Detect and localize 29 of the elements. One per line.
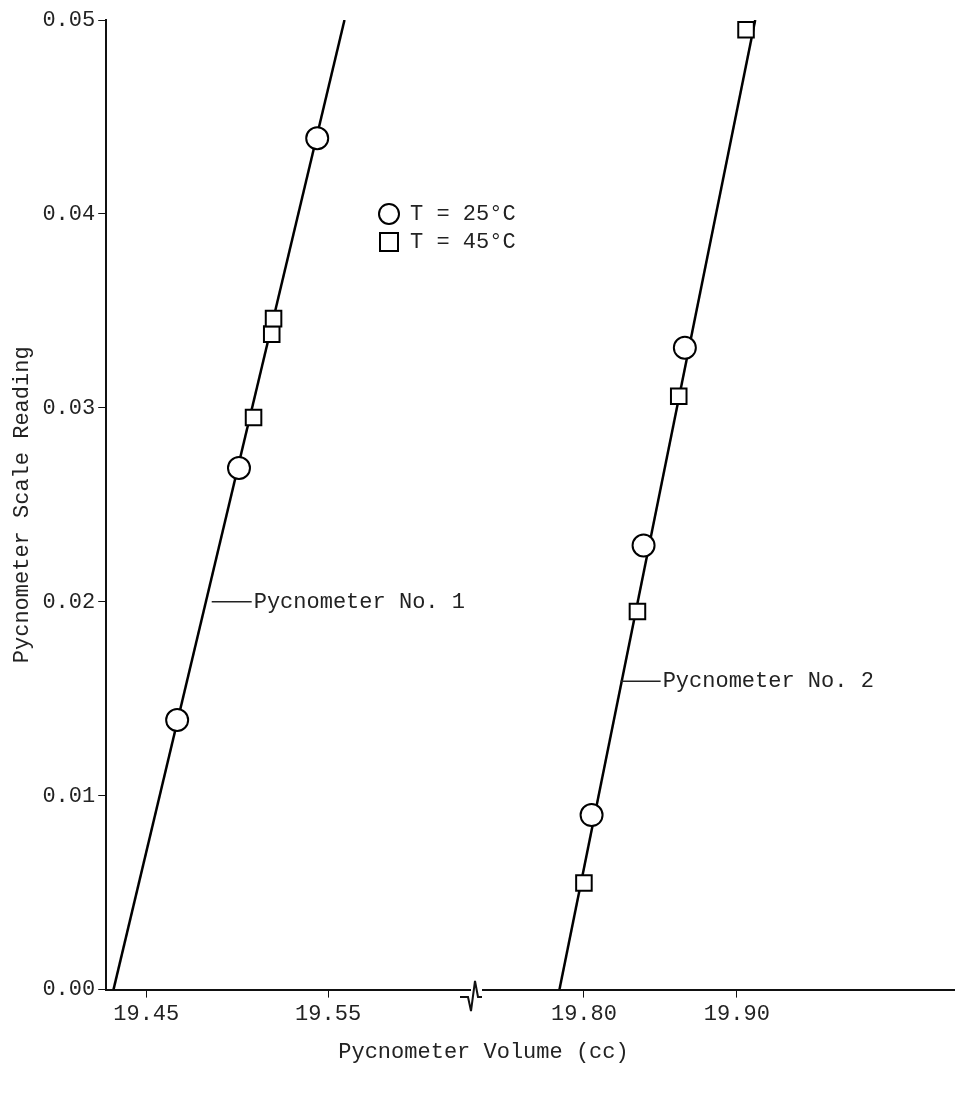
- point: [669, 387, 688, 405]
- x-tick-label: 19.45: [113, 1001, 180, 1027]
- point: [628, 602, 647, 621]
- point: [244, 408, 263, 427]
- x-tick-label: 19.55: [295, 1001, 362, 1027]
- point: [579, 803, 604, 828]
- legend-label: T = 25°C: [410, 201, 516, 227]
- x-tick-label: 19.90: [703, 1001, 770, 1027]
- point: [226, 455, 251, 480]
- y-tick-label: 0.02: [42, 589, 96, 615]
- y-axis-title: Pycnometer Scale Reading: [10, 346, 36, 664]
- y-tick-label: 0.00: [42, 977, 96, 1003]
- point: [575, 874, 593, 892]
- point: [262, 325, 281, 343]
- point: [737, 20, 755, 39]
- legend-label: T = 45°C: [410, 229, 516, 255]
- annotation: Pycnometer No. 2: [662, 669, 874, 695]
- x-axis-title: Pycnometer Volume (cc): [337, 1040, 630, 1065]
- point: [264, 309, 283, 328]
- y-tick-label: 0.01: [42, 783, 96, 809]
- x-tick-label: 19.80: [550, 1001, 617, 1027]
- point: [672, 335, 697, 360]
- y-tick-label: 0.03: [42, 395, 96, 421]
- point: [165, 708, 190, 733]
- y-tick-label: 0.05: [42, 7, 96, 33]
- point: [305, 126, 330, 151]
- annotation: Pycnometer No. 1: [253, 589, 465, 615]
- point: [631, 533, 656, 558]
- y-tick-label: 0.04: [42, 201, 96, 227]
